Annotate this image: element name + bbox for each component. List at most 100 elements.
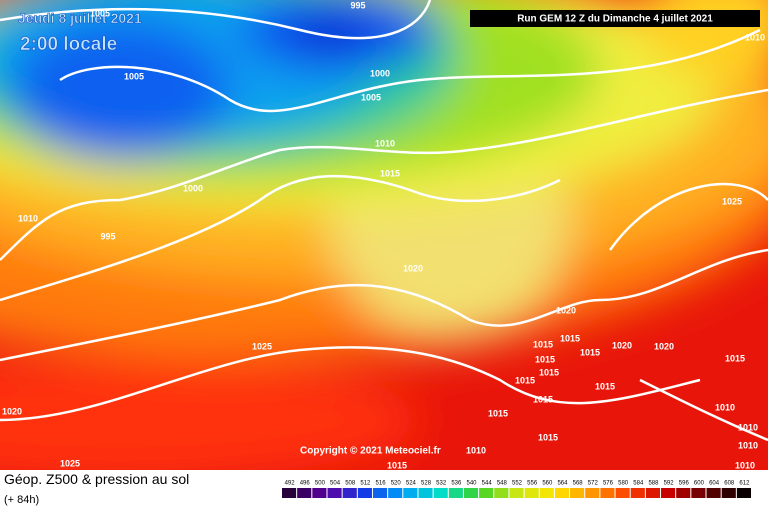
isobar-label: 1015: [595, 381, 615, 391]
colorbar-swatch: [676, 488, 691, 498]
colorbar-swatch: [615, 488, 630, 498]
colorbar-swatch: [342, 488, 357, 498]
isobar-label: 1005: [361, 92, 381, 102]
colorbar-label: 592: [664, 481, 675, 487]
colorbar-label: 560: [542, 481, 553, 487]
isobar-label: 1015: [580, 347, 600, 357]
run-banner: [470, 10, 760, 27]
colorbar-swatch: [297, 488, 312, 498]
isobar-label: 995: [100, 231, 115, 241]
colorbar-label: 516: [376, 481, 387, 487]
colorbar-label: 588: [648, 481, 659, 487]
colorbar-swatch: [479, 488, 494, 498]
isobar-label: 1025: [252, 341, 272, 351]
colorbar-swatch: [282, 488, 297, 498]
colorbar-swatch: [554, 488, 570, 498]
isobar-label: 1015: [535, 354, 555, 364]
colorbar-swatch: [327, 488, 342, 498]
isobar-label: 1010: [745, 32, 765, 42]
colorbar-label: 596: [679, 481, 690, 487]
isobar-label: 1015: [488, 408, 508, 418]
colorbar-label: 500: [315, 481, 326, 487]
isobar-label: 995: [350, 0, 365, 10]
isobar-label: 1015: [515, 375, 535, 385]
colorbar-swatch: [448, 488, 463, 498]
colorbar-label: 528: [421, 481, 432, 487]
isobar-label: 1020: [654, 341, 674, 351]
isobar-label: 1010: [735, 460, 755, 470]
colorbar-swatch: [539, 488, 554, 498]
colorbar-swatch: [418, 488, 433, 498]
colorbar-swatch: [645, 488, 661, 498]
isobar-label: 1020: [612, 340, 632, 350]
colorbar-label: 504: [330, 481, 341, 487]
isobar-label: 1005: [124, 71, 144, 81]
isobar-label: 1010: [738, 422, 758, 432]
isobar-label: 1000: [370, 68, 390, 78]
colorbar-swatch: [585, 488, 600, 498]
colorbar-swatch: [600, 488, 615, 498]
colorbar-label: 568: [573, 481, 584, 487]
colorbar-label: 508: [345, 481, 356, 487]
colorbar-label: 492: [285, 481, 296, 487]
colorbar-label: 512: [360, 481, 371, 487]
colorbar-label: 520: [391, 481, 402, 487]
isobar-label: 1015: [533, 394, 553, 404]
isobar-label: 1020: [2, 406, 22, 416]
isobar-label: 1005: [90, 8, 110, 18]
colorbar-swatch: [372, 488, 388, 498]
isobar-label: 1025: [722, 196, 742, 206]
isobar-label: 1020: [556, 305, 576, 315]
colorbar-swatch: [509, 488, 524, 498]
colorbar-label: 524: [406, 481, 417, 487]
isobar-label: 1015: [538, 432, 558, 442]
colorbar-swatch: [691, 488, 706, 498]
isobar-lines: [0, 0, 768, 442]
isobar-label: 1000: [183, 183, 203, 193]
colorbar-label: 556: [527, 481, 538, 487]
colorbar-swatch: [357, 488, 372, 498]
colorbar-label: 612: [739, 481, 750, 487]
colorbar-label: 536: [451, 481, 462, 487]
isobar-label: 1015: [539, 367, 559, 377]
colorbar-swatch: [312, 488, 327, 498]
colorbar-swatch: [463, 488, 479, 498]
colorbar-label: 496: [300, 481, 311, 487]
footer-title: Géop. Z500 & pression au sol: [4, 471, 189, 487]
colorbar-label: 576: [603, 481, 614, 487]
colorbar-label: 572: [588, 481, 599, 487]
colorbar-label: 548: [497, 481, 508, 487]
field: [0, 0, 768, 470]
colorbar-swatch: [661, 488, 676, 498]
colorbar-label: 540: [467, 481, 478, 487]
isobar-label: 1015: [387, 460, 407, 470]
isobar-label: 1020: [403, 263, 423, 273]
colorbar-label: 580: [618, 481, 629, 487]
colorbar-swatch: [630, 488, 645, 498]
colorbar-label: 564: [557, 481, 568, 487]
isobar-label: 1015: [533, 339, 553, 349]
colorbar-label: 600: [694, 481, 705, 487]
colorbar-swatch: [706, 488, 721, 498]
colorbar-swatch: [570, 488, 585, 498]
isobar-label: 1010: [18, 213, 38, 223]
isobar-label: 1010: [375, 138, 395, 148]
isobar-labels: 995 1005 1010 1005 1000 1005 1010 1015 1000 1010 9…: [2, 0, 765, 470]
run-text: Run GEM 12 Z du Dimanche 4 juillet 2021: [517, 14, 713, 25]
date: Jeudi 8 juillet 2021: [18, 10, 142, 26]
colorbar-swatch: [494, 488, 509, 498]
colorbar-label: 608: [724, 481, 735, 487]
isobar-label: 1015: [380, 168, 400, 178]
copyright: Copyright © 2021 Meteociel.fr: [300, 446, 441, 457]
colorbar-label: 544: [482, 481, 493, 487]
colorbar-swatch: [403, 488, 418, 498]
local-time: 2:00 locale: [20, 34, 117, 55]
colorbar-swatch: [721, 488, 736, 498]
colorbar-label: 584: [633, 481, 644, 487]
isobar-label: 1010: [466, 445, 486, 455]
colorbar: 492 496 500 504 508 512 516 520 524 528 532 536 540 5…: [282, 481, 751, 498]
colorbar-label: 604: [709, 481, 720, 487]
colorbar-swatch: [433, 488, 448, 498]
